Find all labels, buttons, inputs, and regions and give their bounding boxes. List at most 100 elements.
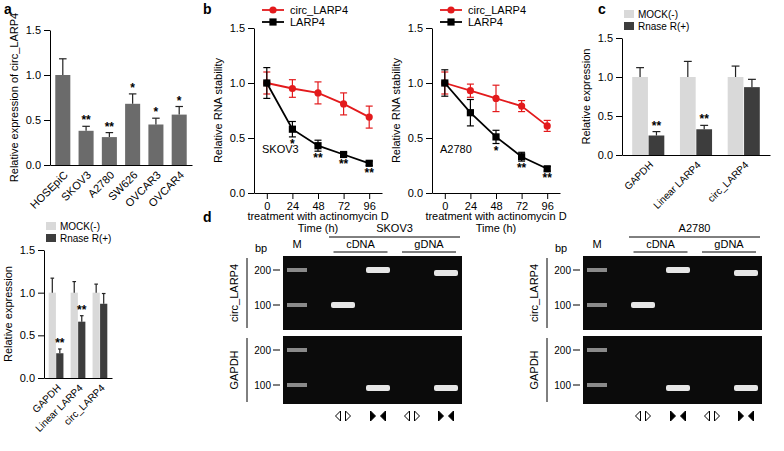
legend-marker (269, 6, 276, 13)
y-tick-label: 1.0 (408, 77, 423, 89)
error-bar (544, 120, 551, 131)
legend-marker (447, 6, 454, 13)
primer-symbol (371, 411, 376, 421)
template-label: gDNA (414, 238, 444, 250)
y-tick: 0.0 (598, 149, 622, 161)
error-bar (72, 282, 76, 293)
ladder-band (587, 303, 607, 307)
error-bar (263, 68, 270, 99)
gel-image (283, 256, 462, 330)
size-tick (273, 305, 280, 306)
y-tick-mark (38, 335, 44, 336)
x-axis-line (51, 165, 193, 166)
legend-swatch (624, 10, 634, 18)
y-tick: 0.5 (230, 132, 254, 144)
y-tick-label: 0.0 (230, 187, 245, 199)
error-bar (493, 130, 500, 143)
error-bar (493, 85, 500, 111)
y-tick-mark (248, 83, 254, 84)
ladder-band (587, 348, 607, 352)
gel-image (583, 256, 762, 330)
x-tick: circ_LARP4 (62, 382, 107, 427)
x-tick: 96 (364, 193, 376, 212)
panel-label: c (598, 1, 606, 17)
x-tick-mark (292, 193, 293, 199)
x-tick-label: SKOV3 (59, 169, 93, 203)
error-bar-cap (102, 293, 106, 294)
row-bracket (247, 338, 248, 402)
unit-label: bp (255, 242, 267, 254)
y-tick-mark (426, 138, 432, 139)
significance: ** (517, 161, 527, 175)
ladder-band (287, 348, 307, 352)
y-tick-label: 1.5 (598, 32, 613, 44)
y-tick: 1.0 (230, 77, 254, 89)
y-tick: 1.5 (20, 244, 44, 256)
y-tick-label: 1.5 (26, 24, 41, 36)
primer-symbol (715, 411, 720, 421)
ladder-band (287, 303, 307, 307)
legend: MOCK(-)Rnase R(+) (624, 9, 689, 32)
bar-chart: 0.00.51.01.5Relative expressionGAPDHLine… (2, 221, 113, 434)
error-bar (315, 82, 322, 104)
x-tick-mark (470, 193, 471, 199)
legend-item: circ_LARP4 (262, 4, 348, 16)
gel-band (331, 302, 355, 308)
template-label: cDNA (646, 238, 675, 250)
error-bar (340, 93, 347, 115)
marks (441, 70, 551, 173)
error-bar-cap (289, 121, 296, 122)
y-tick-label: 1.0 (26, 69, 41, 81)
y-axis-title: Relative expression (580, 49, 592, 145)
x-tick-label: GAPDH (622, 159, 655, 192)
ladder-band (287, 268, 307, 272)
x-tick: 72 (338, 193, 350, 212)
x-tick: 48 (490, 193, 502, 212)
primer-symbol (749, 411, 754, 421)
header-rule (634, 252, 688, 253)
x-tick: GAPDH (622, 159, 655, 192)
row-bracket (547, 258, 548, 328)
marks (55, 59, 186, 165)
x-axis: 024487296 (433, 193, 561, 212)
x-axis-line (623, 155, 771, 156)
error-bar-cap (493, 85, 500, 86)
y-tick-mark (426, 193, 432, 194)
error-bar (518, 152, 525, 161)
y-tick-mark (38, 293, 44, 294)
significance: ** (55, 336, 65, 350)
legend-label: Rnase R(+) (638, 21, 689, 32)
legend: MOCK(-)Rnase R(+) (46, 221, 111, 244)
y-tick-label: 0.5 (26, 114, 41, 126)
y-axis-line (432, 29, 433, 194)
y-tick-label: 1.5 (20, 244, 35, 256)
x-axis-title: treatment with actinomycin D (247, 210, 388, 222)
y-tick-label: 0.0 (20, 372, 35, 384)
y-tick-mark (426, 83, 432, 84)
bar (100, 304, 107, 378)
y-tick: 0.0 (26, 159, 50, 171)
error-bar-stem (179, 107, 180, 115)
error-bar-cap (467, 99, 474, 100)
x-tick: 24 (465, 193, 477, 212)
error-bar-cap (366, 105, 373, 106)
x-axis-title: Time (h) (298, 222, 339, 234)
x-tick-mark (522, 193, 523, 199)
x-axis-line (45, 378, 113, 379)
y-tick: 1.0 (26, 69, 50, 81)
x-tick-mark (445, 193, 446, 199)
x-tick: 0 (442, 193, 448, 212)
legend-swatch (624, 22, 634, 30)
legend-label: circ_LARP4 (468, 4, 526, 16)
point (441, 79, 448, 86)
error-bar-cap (636, 67, 644, 68)
error-bar-cap (684, 61, 692, 62)
point (467, 109, 474, 116)
point (314, 142, 321, 149)
error-bar-cap (366, 128, 373, 129)
x-axis: GAPDHLinear LARP4circ_LARP4 (622, 156, 770, 211)
x-axis-title: treatment with actinomycin D (425, 210, 566, 222)
y-tick-mark (616, 116, 622, 117)
target-label: circ_LARP4 (228, 264, 240, 322)
target-label: GAPDH (528, 350, 540, 389)
